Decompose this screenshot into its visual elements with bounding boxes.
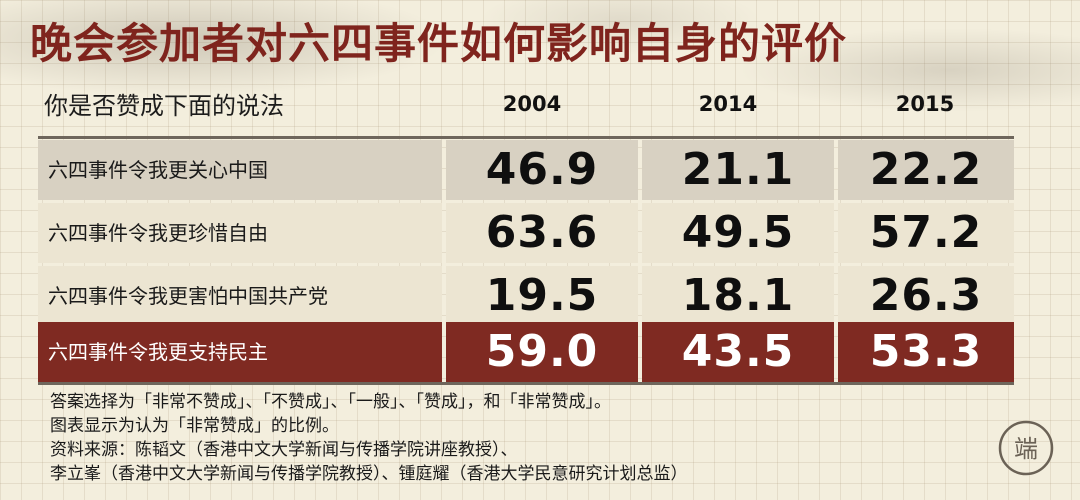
data-value: 43.5 <box>642 322 834 382</box>
data-value: 53.3 <box>838 322 1014 382</box>
data-value: 49.5 <box>642 203 834 263</box>
data-value: 26.3 <box>838 266 1014 326</box>
table-row-highlighted: 六四事件令我更支持民主 59.0 43.5 53.3 <box>38 322 1014 382</box>
data-value: 19.5 <box>446 266 638 326</box>
column-header-2014: 2014 <box>698 92 758 116</box>
data-value: 18.1 <box>642 266 834 326</box>
data-value: 46.9 <box>446 140 638 200</box>
data-value: 63.6 <box>446 203 638 263</box>
table-row: 六四事件令我更珍惜自由 63.6 49.5 57.2 <box>38 203 1014 263</box>
table-row: 六四事件令我更害怕中国共产党 19.5 18.1 26.3 <box>38 266 1014 326</box>
data-value: 57.2 <box>838 203 1014 263</box>
footnotes: 答案选择为「非常不赞成」、「不赞成」、「一般」、「赞成」，和「非常赞成」。 图表… <box>50 390 688 486</box>
table-top-rule <box>38 136 1014 139</box>
footnote-answer-scale: 答案选择为「非常不赞成」、「不赞成」、「一般」、「赞成」，和「非常赞成」。 <box>50 392 611 412</box>
brand-logo: 端 <box>996 418 1056 478</box>
column-header-2015: 2015 <box>895 92 955 116</box>
column-header-2004: 2004 <box>502 92 562 116</box>
footnote-source-line-2: 李立峯（香港中文大学新闻与传播学院教授）、锺庭耀（香港大学民意研究计划总监） <box>50 464 688 484</box>
row-label: 六四事件令我更关心中国 <box>38 140 442 200</box>
footnote-chart-meaning: 图表显示为认为「非常赞成」的比例。 <box>50 416 339 436</box>
row-label: 六四事件令我更支持民主 <box>38 322 442 382</box>
table-bottom-rule <box>38 382 1014 385</box>
chart-title: 晚会参加者对六四事件如何影响自身的评价 <box>30 19 848 68</box>
data-value: 59.0 <box>446 322 638 382</box>
data-value: 22.2 <box>838 140 1014 200</box>
table-row: 六四事件令我更关心中国 46.9 21.1 22.2 <box>38 140 1014 200</box>
chart-subtitle: 你是否赞成下面的说法 <box>44 92 284 120</box>
row-label: 六四事件令我更害怕中国共产党 <box>38 266 442 326</box>
logo-glyph: 端 <box>1014 435 1038 463</box>
footnote-source-line-1: 资料来源：陈韬文（香港中文大学新闻与传播学院讲座教授）、 <box>50 440 518 460</box>
data-value: 21.1 <box>642 140 834 200</box>
row-label: 六四事件令我更珍惜自由 <box>38 203 442 263</box>
